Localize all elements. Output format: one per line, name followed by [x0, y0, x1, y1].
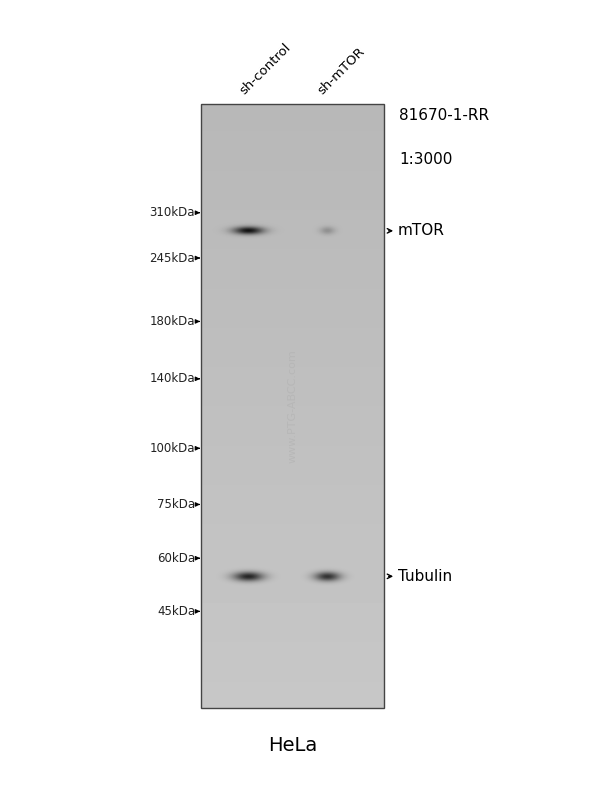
- Text: Tubulin: Tubulin: [398, 569, 452, 584]
- Text: sh-control: sh-control: [237, 42, 293, 98]
- Text: 245kDa: 245kDa: [149, 251, 195, 265]
- Text: 310kDa: 310kDa: [149, 206, 195, 219]
- Text: 1:3000: 1:3000: [399, 152, 452, 167]
- Text: 180kDa: 180kDa: [149, 315, 195, 328]
- Text: 81670-1-RR: 81670-1-RR: [399, 108, 489, 123]
- Text: HeLa: HeLa: [268, 736, 317, 755]
- Text: 60kDa: 60kDa: [157, 552, 195, 565]
- Text: 140kDa: 140kDa: [149, 372, 195, 386]
- Text: www.PTG-ABCC.com: www.PTG-ABCC.com: [287, 349, 298, 463]
- Text: 45kDa: 45kDa: [157, 605, 195, 618]
- Text: mTOR: mTOR: [398, 223, 445, 238]
- Text: 75kDa: 75kDa: [157, 498, 195, 511]
- Text: 100kDa: 100kDa: [149, 442, 195, 454]
- Bar: [201, 104, 384, 708]
- Text: sh-mTOR: sh-mTOR: [315, 46, 367, 98]
